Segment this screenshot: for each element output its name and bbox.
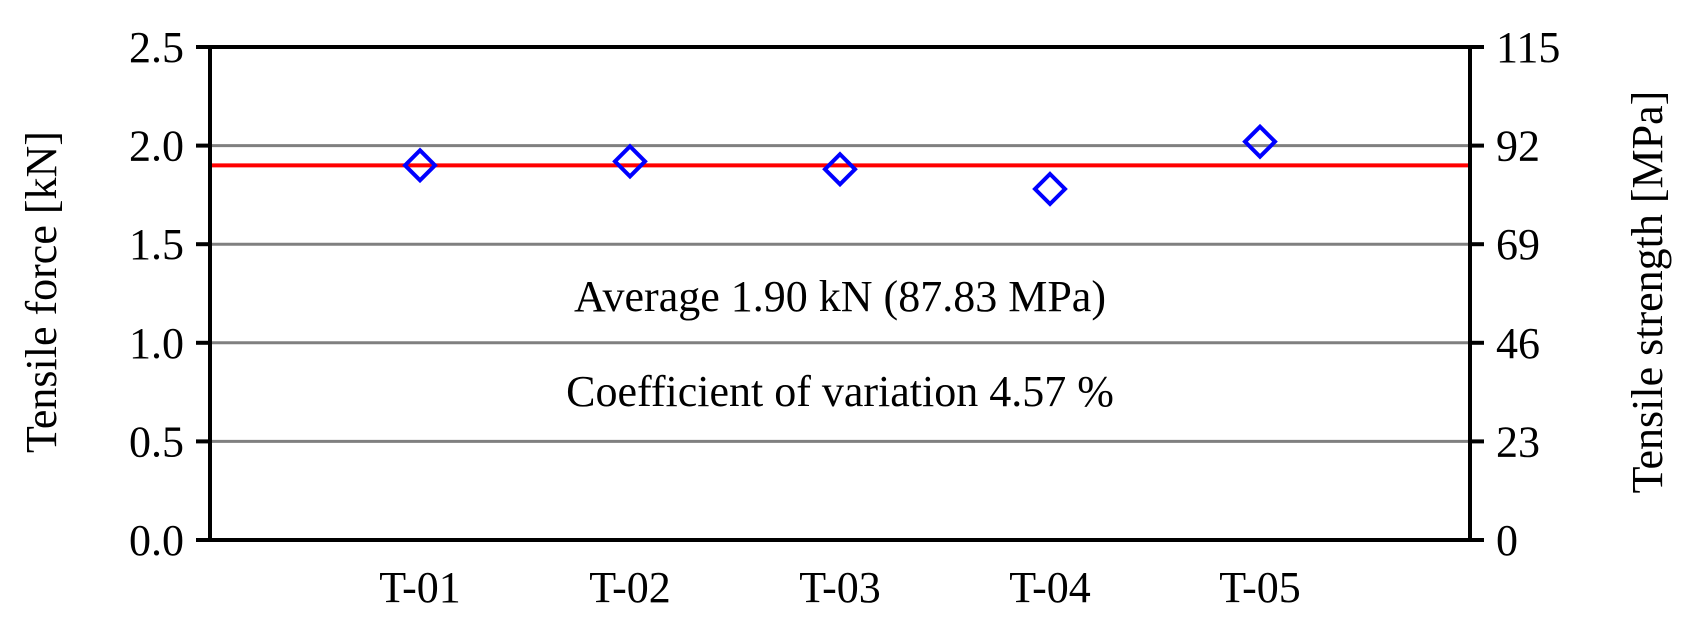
- left-tick-label: 1.5: [129, 220, 184, 269]
- x-tick-label: T-05: [1219, 563, 1301, 612]
- x-tick-label: T-04: [1009, 563, 1091, 612]
- right-tick-label: 115: [1496, 23, 1560, 72]
- left-tick-labels: 0.0 0.5 1.0 1.5 2.0 2.5: [129, 23, 184, 565]
- right-tick-labels: 0 23 46 69 92 115: [1496, 23, 1560, 565]
- right-tick-label: 92: [1496, 122, 1540, 171]
- right-tick-label: 69: [1496, 220, 1540, 269]
- right-tick-label: 46: [1496, 319, 1540, 368]
- data-point: [822, 151, 858, 188]
- plot-frame: [208, 45, 1472, 542]
- left-tick-label: 2.5: [129, 23, 184, 72]
- gridlines: [210, 144, 1470, 443]
- right-tick-label: 23: [1496, 417, 1540, 466]
- x-tick-labels: T-01 T-02 T-03 T-04 T-05: [379, 563, 1301, 612]
- data-point: [1032, 171, 1068, 207]
- average-annotation: Average 1.90 kN (87.83 MPa): [574, 272, 1106, 321]
- y-axis-title-left: Tensile force [kN]: [17, 131, 66, 453]
- axis-ticks: [196, 45, 1484, 542]
- x-tick-label: T-03: [799, 563, 881, 612]
- cv-annotation: Coefficient of variation 4.57 %: [566, 367, 1114, 416]
- x-tick-label: T-02: [589, 563, 671, 612]
- data-point: [402, 147, 438, 184]
- left-tick-label: 0.5: [129, 417, 184, 466]
- right-tick-label: 0: [1496, 516, 1518, 565]
- left-tick-label: 1.0: [129, 319, 184, 368]
- left-tick-label: 0.0: [129, 516, 184, 565]
- y-axis-title-right: Tensile strength [MPa]: [1623, 91, 1672, 494]
- data-point: [1242, 123, 1278, 160]
- left-tick-label: 2.0: [129, 122, 184, 171]
- data-point: [612, 143, 648, 180]
- data-points: [402, 123, 1278, 207]
- x-tick-label: T-01: [379, 563, 461, 612]
